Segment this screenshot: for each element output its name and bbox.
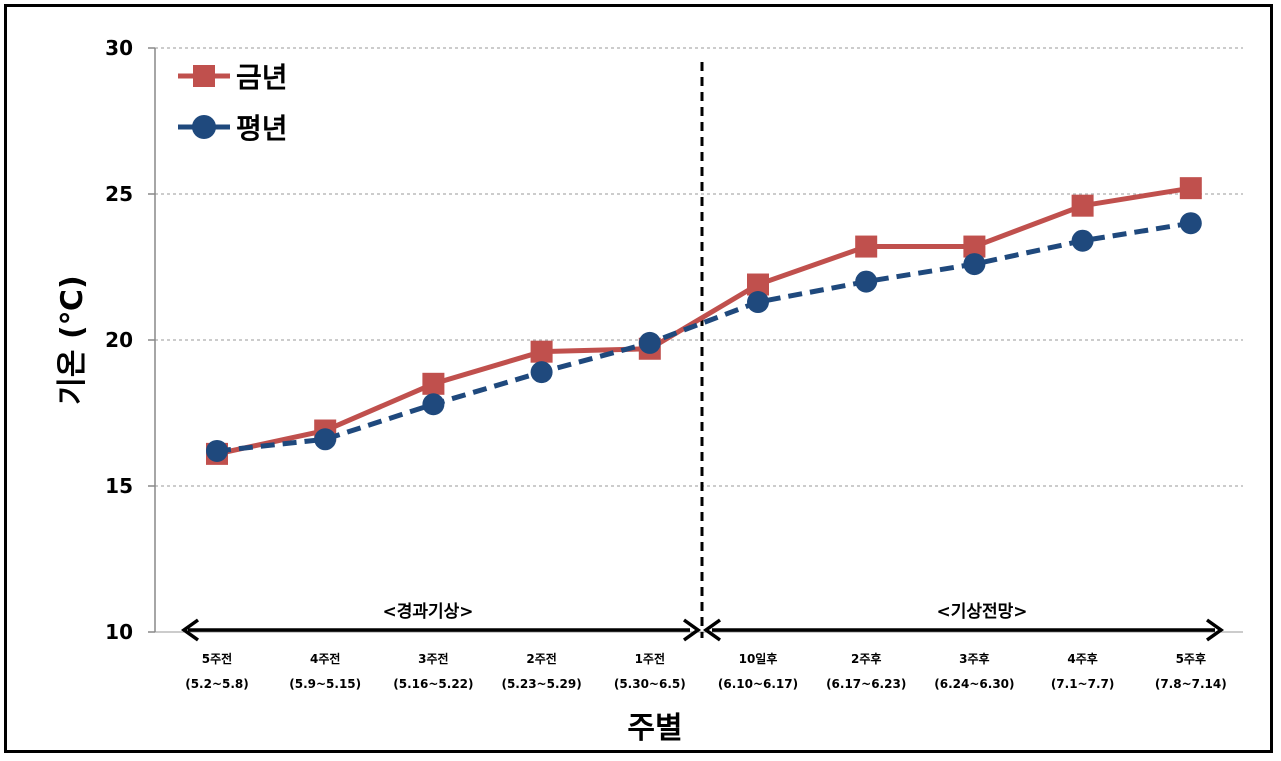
x-category-week: 2주전 [526,651,556,666]
series-point-normal-year [206,439,228,462]
x-category-week: 4주전 [310,651,340,666]
series-point-this-year [1071,194,1094,217]
forecast-arrow-right-head [1205,618,1225,642]
series-point-this-year [963,235,986,258]
legend-square-marker [193,65,215,87]
series-point-normal-year [747,291,769,314]
x-category-range: (6.17~6.23) [826,677,906,691]
series-line-0 [216,185,1192,457]
series-point-normal-year [422,393,445,416]
series-point-normal-year [638,331,661,354]
x-category-range: (6.10~6.17) [718,677,798,691]
past-weather-label: <경과기상> [382,602,473,622]
series-point-normal-year [855,270,878,293]
x-category-week: 3주후 [959,651,989,666]
series-line-1 [216,220,1192,454]
past-arrow-right-head [682,618,702,642]
y-tick-labels: 10 15 20 25 30 [105,36,133,644]
gridlines [148,47,1243,633]
legend-label-normal-year: 평년 [236,112,288,145]
legend-circle-marker [192,115,216,139]
data-series [206,177,1202,465]
x-category-week: 5주전 [202,651,232,666]
x-category-week: 4주후 [1067,651,1097,666]
forecast-label: <기상전망> [936,602,1027,622]
series-point-this-year [1179,177,1202,200]
legend: 금년 평년 [178,61,288,145]
x-category-labels: 5주전 (5.2~5.8) 4주전 (5.9~5.15) 3주전 (5.16~5.22) 2… [185,651,1227,691]
x-category-week: 5주후 [1176,651,1206,666]
y-tick-label: 30 [105,36,133,60]
y-tick-label: 15 [105,474,133,498]
series-point-normal-year [963,253,986,276]
x-category-range: (7.8~7.14) [1155,677,1227,691]
x-category-week: 2주후 [851,651,881,666]
series-point-normal-year [1071,229,1094,252]
x-category-range: (5.2~5.8) [185,677,249,691]
x-category-range: (5.30~6.5) [614,677,686,691]
x-category-range: (5.23~5.29) [501,677,581,691]
period-arrows [180,618,1225,642]
x-category-range: (6.24~6.30) [934,677,1014,691]
x-category-range: (5.9~5.15) [289,677,361,691]
series-point-this-year [855,235,878,258]
forecast-arrow-left-head [702,618,722,642]
past-arrow-left-head [180,618,200,642]
x-category-week: 10일후 [739,651,778,666]
y-tick-label: 20 [105,328,133,352]
x-category-week: 1주전 [635,651,665,666]
y-tick-label: 10 [105,620,133,644]
x-axis-title: 주별 [627,711,682,746]
series-point-this-year [530,340,553,363]
series-point-this-year [747,273,769,296]
x-category-range: (7.1~7.7) [1051,677,1115,691]
series-point-normal-year [1179,212,1202,235]
x-category-week: 3주전 [418,651,448,666]
y-axis-title: 기온 (℃) [55,275,90,404]
legend-label-this-year: 금년 [236,61,288,94]
series-point-normal-year [530,361,553,384]
x-category-range: (5.16~5.22) [393,677,473,691]
series-point-normal-year [314,428,337,451]
y-tick-label: 25 [105,182,133,206]
series-point-this-year [422,372,445,395]
